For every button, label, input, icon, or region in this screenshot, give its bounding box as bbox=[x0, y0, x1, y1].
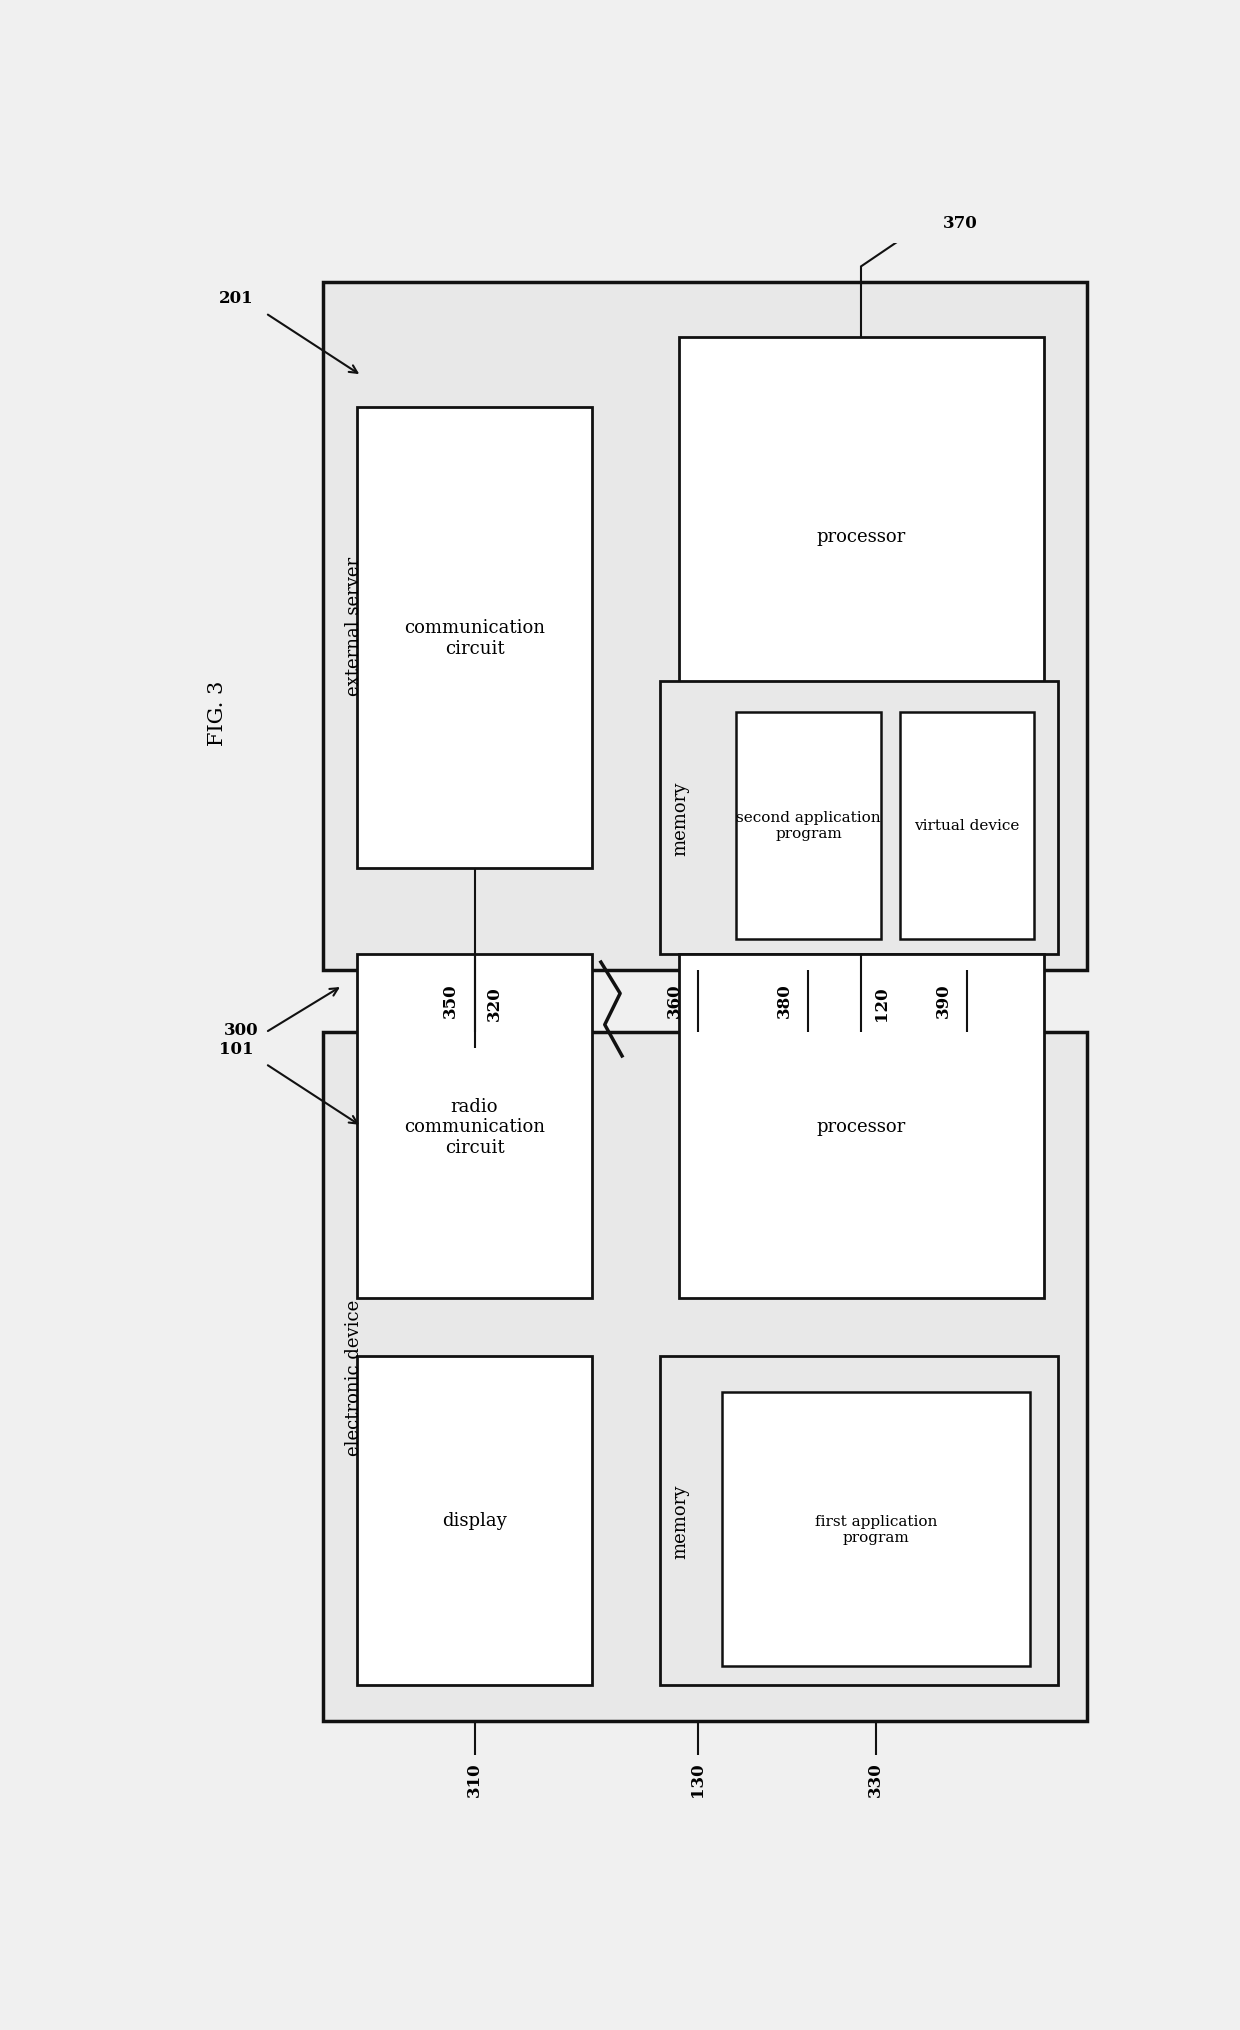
FancyBboxPatch shape bbox=[357, 408, 593, 869]
Text: 370: 370 bbox=[944, 215, 978, 231]
Text: external server: external server bbox=[345, 556, 363, 696]
FancyBboxPatch shape bbox=[660, 1356, 1058, 1685]
Text: 300: 300 bbox=[224, 1021, 259, 1037]
Text: 201: 201 bbox=[219, 290, 254, 307]
Text: processor: processor bbox=[817, 1119, 906, 1135]
Text: display: display bbox=[443, 1512, 507, 1531]
Text: 360: 360 bbox=[666, 983, 682, 1017]
FancyBboxPatch shape bbox=[900, 713, 1034, 940]
FancyBboxPatch shape bbox=[357, 1356, 593, 1685]
FancyBboxPatch shape bbox=[660, 682, 1058, 954]
FancyBboxPatch shape bbox=[678, 337, 1044, 737]
FancyBboxPatch shape bbox=[357, 954, 593, 1299]
Text: 101: 101 bbox=[219, 1039, 254, 1058]
FancyBboxPatch shape bbox=[324, 282, 1087, 970]
Text: 120: 120 bbox=[873, 987, 890, 1021]
Text: 320: 320 bbox=[486, 987, 503, 1021]
Text: 310: 310 bbox=[466, 1762, 484, 1797]
Text: memory: memory bbox=[672, 782, 689, 855]
Text: 390: 390 bbox=[935, 983, 951, 1017]
Text: virtual device: virtual device bbox=[914, 818, 1019, 832]
Text: first application
program: first application program bbox=[815, 1514, 937, 1545]
FancyBboxPatch shape bbox=[722, 1393, 1029, 1667]
FancyBboxPatch shape bbox=[678, 954, 1044, 1299]
Text: communication
circuit: communication circuit bbox=[404, 619, 546, 658]
Text: second application
program: second application program bbox=[737, 810, 880, 840]
FancyBboxPatch shape bbox=[737, 713, 880, 940]
Text: 130: 130 bbox=[689, 1762, 707, 1797]
Text: FIG. 3: FIG. 3 bbox=[208, 680, 227, 745]
Text: 380: 380 bbox=[776, 983, 794, 1017]
FancyBboxPatch shape bbox=[324, 1033, 1087, 1721]
Text: memory: memory bbox=[672, 1484, 689, 1557]
Text: processor: processor bbox=[817, 528, 906, 546]
Text: 350: 350 bbox=[443, 983, 459, 1017]
Text: electronic device: electronic device bbox=[345, 1299, 363, 1456]
Text: radio
communication
circuit: radio communication circuit bbox=[404, 1096, 546, 1157]
Text: 330: 330 bbox=[867, 1762, 884, 1797]
